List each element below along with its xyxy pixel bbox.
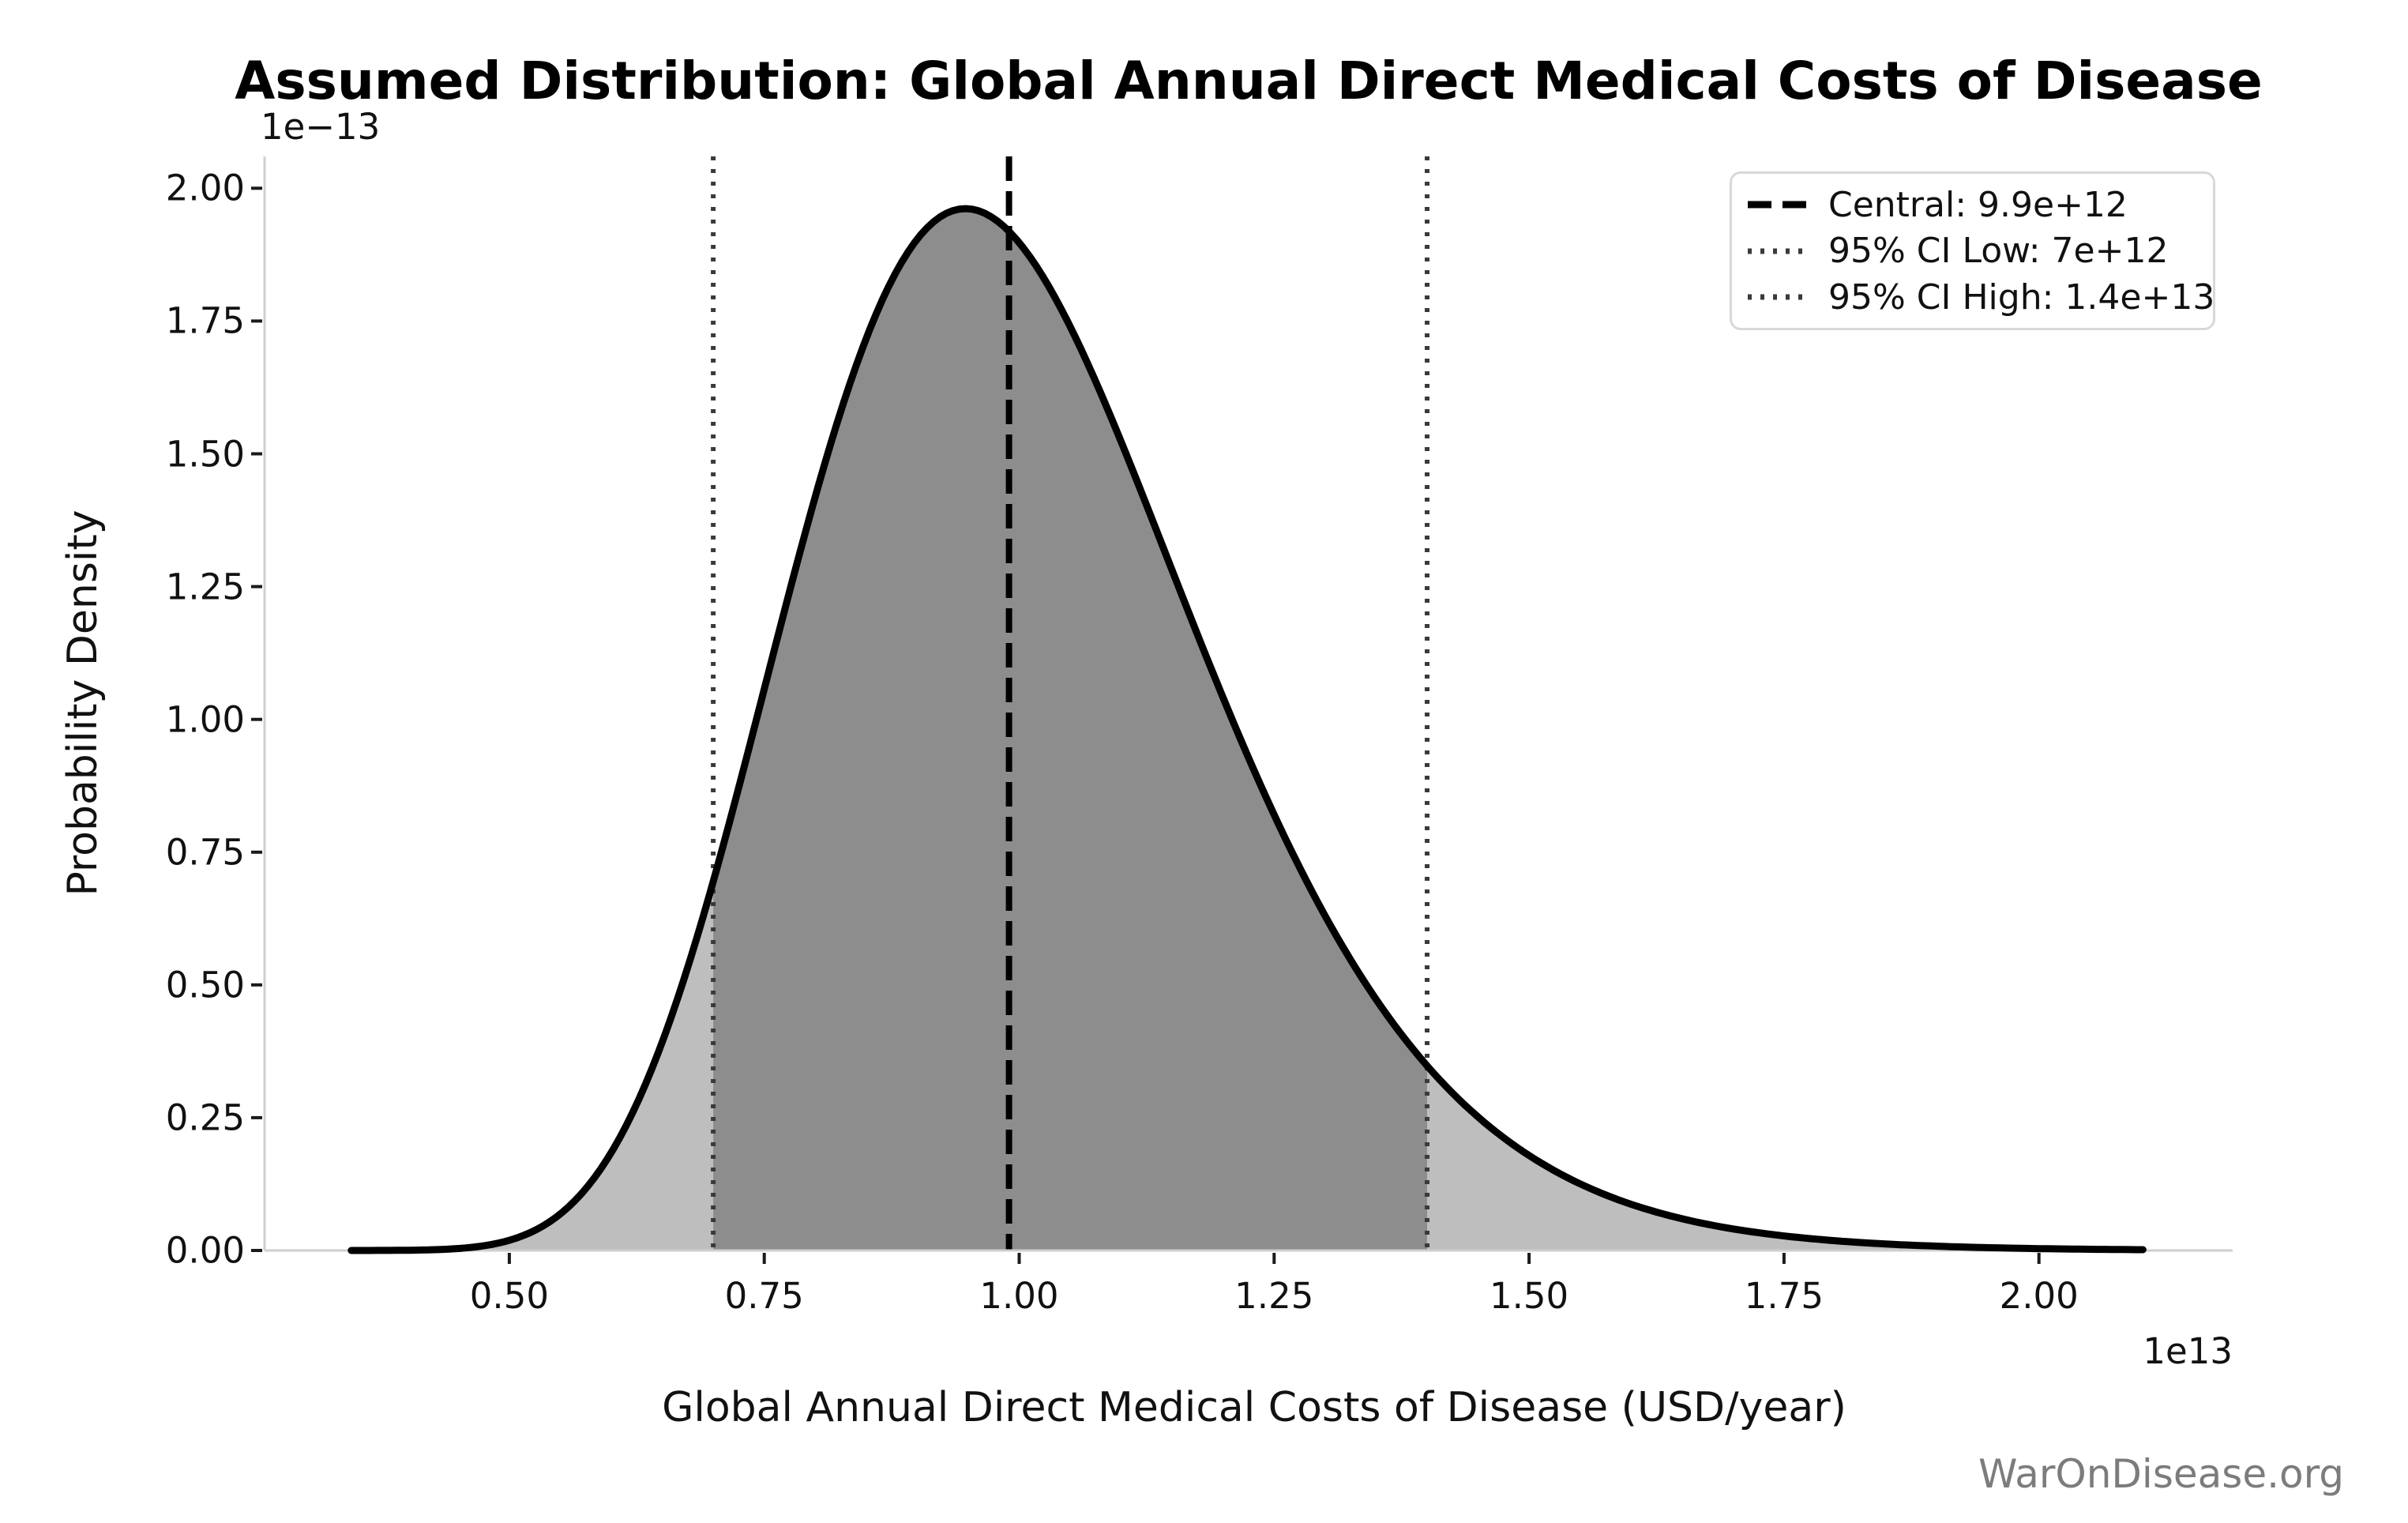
dashed-line-swatch xyxy=(1748,201,1806,209)
chart-title: Assumed Distribution: Global Annual Dire… xyxy=(235,51,2263,111)
y-tick-label: 0.50 xyxy=(165,964,245,1006)
x-axis-scale-offset: 1e13 xyxy=(2143,1330,2233,1372)
y-axis-scale-offset: 1e−13 xyxy=(261,106,381,148)
y-tick-label: 1.50 xyxy=(165,433,245,475)
dotted-line-swatch xyxy=(1748,294,1806,300)
watermark: WarOnDisease.org xyxy=(1978,1451,2344,1497)
x-tick-label: 1.25 xyxy=(1234,1275,1314,1317)
y-tick-label: 0.75 xyxy=(165,831,245,874)
x-tick-label: 1.00 xyxy=(979,1275,1059,1317)
legend-entry-ci-low: 95% CI Low: 7e+12 xyxy=(1746,231,2205,271)
dotted-line-swatch xyxy=(1748,248,1806,254)
legend-label-ci-high: 95% CI High: 1.4e+13 xyxy=(1828,276,2215,318)
x-tick-label: 1.75 xyxy=(1744,1275,1824,1317)
y-axis-label: Probability Density xyxy=(59,510,107,897)
y-tick-label: 1.25 xyxy=(165,566,245,608)
x-axis-label: Global Annual Direct Medical Costs of Di… xyxy=(662,1384,1846,1431)
density-curve xyxy=(347,205,2147,1254)
x-tick-label: 0.75 xyxy=(724,1275,804,1317)
legend-label-ci-low: 95% CI Low: 7e+12 xyxy=(1828,231,2169,271)
x-tick-label: 1.50 xyxy=(1489,1275,1569,1317)
y-tick-label: 0.25 xyxy=(165,1096,245,1139)
y-tick-label: 1.75 xyxy=(165,299,245,342)
x-tick-label: 2.00 xyxy=(1999,1275,2079,1317)
legend: Central: 9.9e+12 95% CI Low: 7e+12 95% C… xyxy=(1730,171,2215,330)
legend-entry-central: Central: 9.9e+12 xyxy=(1746,185,2205,225)
y-tick-label: 1.00 xyxy=(165,698,245,741)
legend-label-central: Central: 9.9e+12 xyxy=(1828,184,2128,225)
ci-band xyxy=(713,209,1427,1251)
x-tick-label: 0.50 xyxy=(469,1275,549,1317)
y-tick-label: 2.00 xyxy=(165,167,245,209)
y-tick-label: 0.00 xyxy=(165,1229,245,1272)
legend-entry-ci-high: 95% CI High: 1.4e+13 xyxy=(1746,277,2215,318)
